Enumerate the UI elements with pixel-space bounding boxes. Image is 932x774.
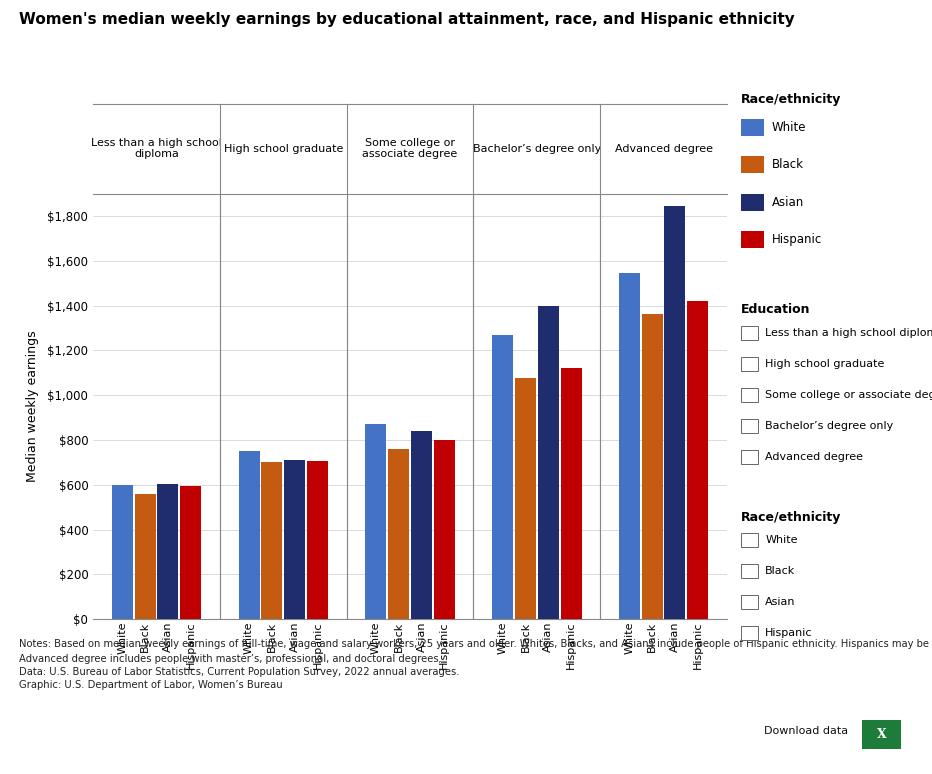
Text: White: White	[772, 122, 806, 134]
Text: White: White	[765, 536, 798, 545]
Text: Hispanic: Hispanic	[765, 628, 813, 638]
Text: ✓: ✓	[746, 598, 753, 607]
Text: Education: Education	[741, 303, 811, 317]
Text: Some college or
associate degree: Some college or associate degree	[363, 138, 458, 159]
Text: Some college or associate degree: Some college or associate degree	[765, 390, 932, 399]
Text: Data: U.S. Bureau of Labor Statistics, Current Population Survey, 2022 annual av: Data: U.S. Bureau of Labor Statistics, C…	[19, 667, 459, 677]
Bar	[433, 440, 455, 619]
Text: ✓: ✓	[746, 536, 753, 545]
Text: High school graduate: High school graduate	[765, 359, 884, 368]
Bar	[365, 424, 387, 619]
Bar	[158, 484, 179, 619]
Bar	[261, 462, 282, 619]
Bar	[514, 378, 536, 619]
Text: ✓: ✓	[746, 452, 753, 461]
Bar	[388, 449, 409, 619]
Text: Bachelor’s degree only: Bachelor’s degree only	[473, 144, 601, 153]
Text: Black: Black	[772, 159, 803, 171]
Text: ✓: ✓	[746, 421, 753, 430]
Text: Race/ethnicity: Race/ethnicity	[741, 93, 842, 106]
Bar	[665, 206, 686, 619]
Y-axis label: Median weekly earnings: Median weekly earnings	[26, 330, 39, 482]
Bar	[112, 485, 133, 619]
Text: Bachelor’s degree only: Bachelor’s degree only	[765, 421, 894, 430]
Text: ✓: ✓	[746, 628, 753, 638]
Bar	[134, 494, 156, 619]
Text: Race/ethnicity: Race/ethnicity	[741, 511, 842, 524]
Text: Less than a high school
diploma: Less than a high school diploma	[91, 138, 222, 159]
Text: Advanced degree includes people with master’s, professional, and doctoral degree: Advanced degree includes people with mas…	[19, 654, 442, 664]
Bar	[284, 460, 306, 619]
Bar	[239, 451, 260, 619]
Text: Notes: Based on median weekly earnings of full-time, wage and salary workers, 25: Notes: Based on median weekly earnings o…	[19, 639, 932, 649]
Text: Less than a high school diploma: Less than a high school diploma	[765, 328, 932, 337]
Text: ✓: ✓	[746, 390, 753, 399]
Text: ✓: ✓	[746, 567, 753, 576]
Bar	[538, 306, 559, 619]
Text: Advanced degree: Advanced degree	[765, 452, 863, 461]
Bar	[180, 486, 201, 619]
Bar	[641, 314, 663, 619]
Text: High school graduate: High school graduate	[224, 144, 343, 153]
Text: Women's median weekly earnings by educational attainment, race, and Hispanic eth: Women's median weekly earnings by educat…	[19, 12, 794, 26]
Text: Black: Black	[765, 567, 795, 576]
Text: Advanced degree: Advanced degree	[614, 144, 713, 153]
Text: Asian: Asian	[765, 598, 796, 607]
Bar	[560, 368, 582, 619]
Bar	[619, 273, 640, 619]
Text: Download data: Download data	[764, 727, 848, 736]
Text: ✓: ✓	[746, 359, 753, 368]
Text: Hispanic: Hispanic	[772, 233, 822, 245]
Bar	[492, 334, 514, 619]
Text: X: X	[877, 728, 886, 741]
Bar	[307, 461, 328, 619]
Text: ✓: ✓	[746, 328, 753, 337]
Bar	[687, 301, 708, 619]
Bar	[411, 431, 432, 619]
Text: Graphic: U.S. Department of Labor, Women’s Bureau: Graphic: U.S. Department of Labor, Women…	[19, 680, 282, 690]
Text: Asian: Asian	[772, 196, 804, 208]
